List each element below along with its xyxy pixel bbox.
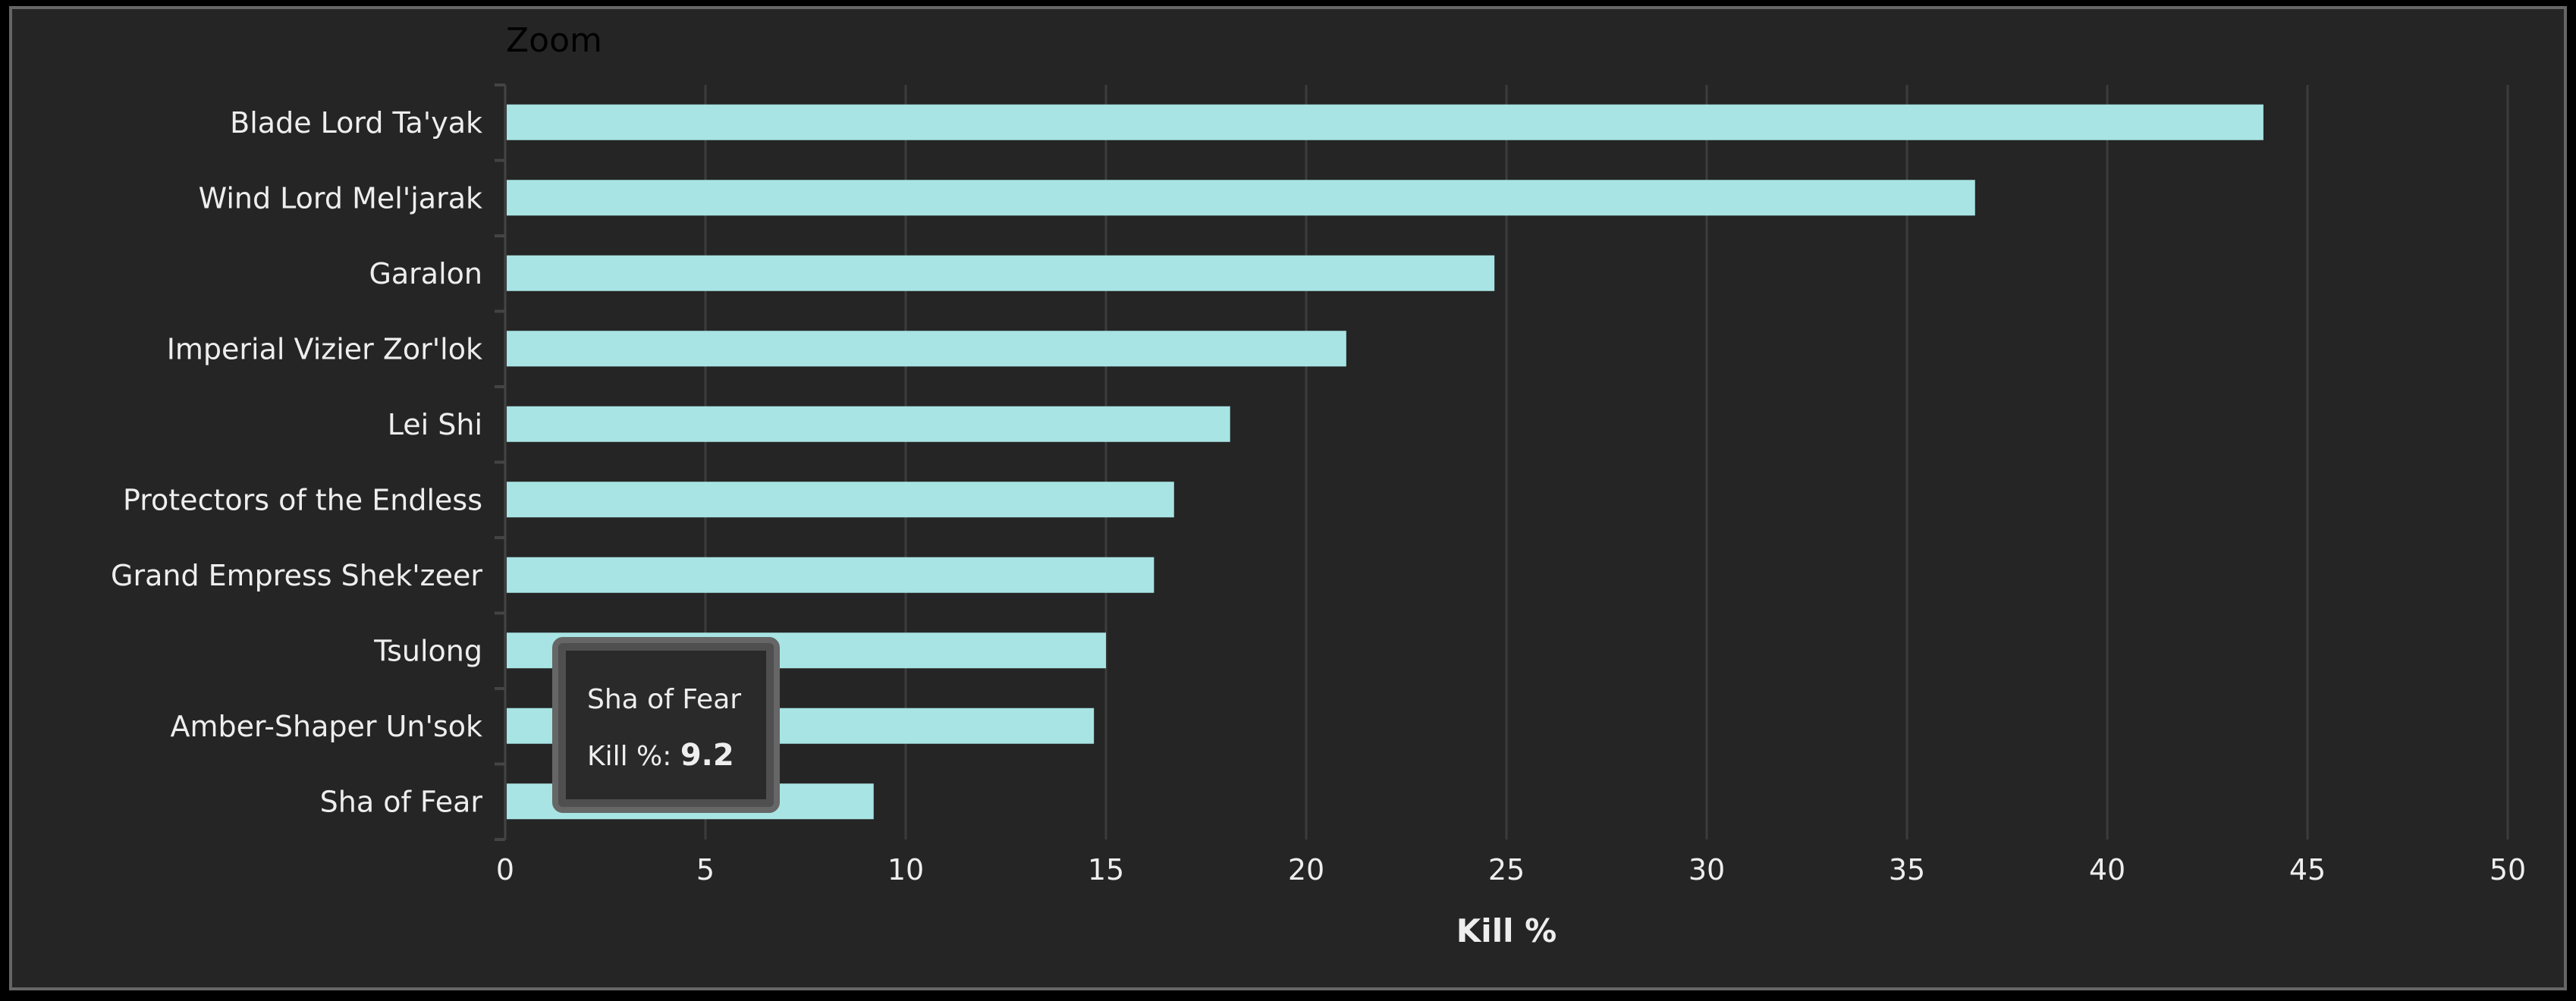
tooltip-title: Sha of Fear — [587, 684, 742, 715]
chart-frame — [9, 6, 2567, 990]
x-tick-label: 30 — [1689, 853, 1725, 886]
tooltip-label: Kill %: — [587, 741, 680, 772]
x-tick-label: 35 — [1889, 853, 1925, 886]
bar — [507, 482, 1174, 518]
category-label: Amber-Shaper Un'sok — [170, 710, 482, 743]
x-tick-label: 15 — [1088, 853, 1124, 886]
tooltip: Sha of Fear Kill %: 9.2 — [552, 637, 780, 813]
category-label: Blade Lord Ta'yak — [230, 106, 482, 140]
x-tick-label: 50 — [2490, 853, 2526, 886]
category-label: Grand Empress Shek'zeer — [111, 559, 482, 592]
x-tick-label: 0 — [496, 853, 514, 886]
zoom-label[interactable]: Zoom — [506, 21, 602, 60]
x-tick-label: 40 — [2089, 853, 2125, 886]
category-label: Tsulong — [373, 634, 482, 667]
x-tick-label: 45 — [2289, 853, 2326, 886]
category-label: Lei Shi — [388, 408, 482, 441]
bar — [507, 104, 2263, 140]
category-label: Protectors of the Endless — [123, 483, 482, 516]
bar — [507, 557, 1154, 593]
x-tick-label: 25 — [1488, 853, 1525, 886]
category-label: Garalon — [369, 257, 482, 290]
category-label: Sha of Fear — [320, 785, 483, 818]
x-tick-label: 5 — [696, 853, 715, 886]
category-label: Wind Lord Mel'jarak — [199, 181, 482, 215]
bar — [507, 255, 1495, 291]
category-label: Imperial Vizier Zor'lok — [167, 332, 482, 366]
bar — [507, 331, 1346, 367]
bar — [507, 180, 1975, 216]
x-axis-title: Kill % — [1456, 912, 1557, 949]
bar — [507, 406, 1230, 442]
x-tick-label: 20 — [1288, 853, 1324, 886]
x-tick-label: 10 — [887, 853, 924, 886]
tooltip-value: 9.2 — [680, 738, 734, 773]
